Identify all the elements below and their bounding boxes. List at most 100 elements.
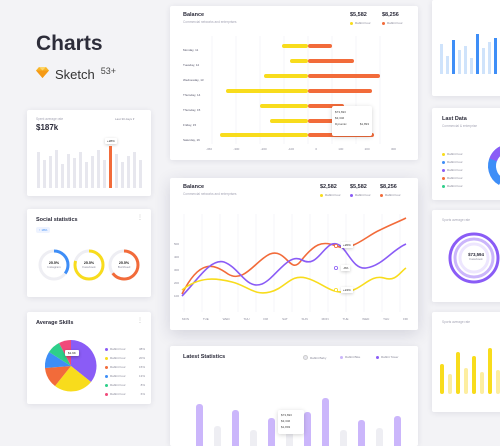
legend-pct: 38% (138, 347, 145, 351)
bar (121, 162, 124, 188)
tooltip-value: $73,693 (335, 110, 346, 114)
bar-left (270, 119, 308, 123)
y-tick: 400 (174, 255, 180, 259)
period-select[interactable]: Last 30 days ▾ (115, 117, 134, 121)
ring-buzzfeed (108, 249, 140, 281)
top-balance-card: Balance Commercial networks and enterpri… (170, 6, 418, 160)
tooltip-value: $3,346 (335, 116, 345, 120)
bar-right (308, 74, 380, 78)
point-marker (333, 288, 338, 293)
legend-label: Rabbit Four (110, 356, 126, 360)
line-chart (181, 214, 407, 312)
legend-row: Rabbit Four 20% (105, 354, 145, 363)
legend-row: Rabbit Four (442, 182, 463, 190)
more-menu-icon[interactable]: ⋮ (137, 215, 143, 221)
bar (452, 40, 455, 74)
legend-dot (350, 21, 353, 25)
ring-label: 25.5% Instagram (40, 261, 68, 269)
bar (55, 150, 58, 188)
tooltip-value: $1,893 (359, 122, 369, 126)
growth-badge: ↑ 18% (36, 227, 51, 233)
legend-label: Rabbit Bike (345, 355, 361, 359)
legend-dot (340, 355, 343, 359)
ring-name: Buzzfeed (117, 265, 131, 269)
x-tick: -360 (206, 147, 213, 151)
x-tick: THU (243, 317, 250, 321)
legend-row: Rabbit Four (442, 166, 463, 174)
legend-label: Rabbit Four (447, 176, 463, 180)
legend-label: Rabbit Four (110, 347, 126, 351)
bar (456, 352, 460, 394)
ring-value: $73,594 (468, 252, 484, 257)
legend-label: Rabbit Four (355, 193, 371, 197)
sketch-label: Sketch (55, 66, 95, 82)
chevron-down-icon: ▾ (132, 117, 135, 121)
x-tick: TUE (342, 317, 349, 321)
last-data-card: Last Data Commercial & enterprise Rabbit… (432, 108, 500, 200)
x-tick: 100 (338, 147, 344, 151)
legend-dot (442, 160, 445, 164)
bar (470, 58, 473, 74)
legend-1: Rabbit Four (350, 21, 371, 25)
legend-row: Rabbit Four 38% (105, 345, 145, 354)
y-tick: 300 (174, 268, 180, 272)
bar (115, 154, 118, 188)
chart-tooltip: $73,693 $3,346 Dynamic $1,893 (332, 106, 372, 136)
x-axis-ticks: MON TUE WED THU FRI SAT SUN MON TUE WED … (182, 317, 408, 321)
y-tick: 500 (174, 242, 180, 246)
point-label: +26% (341, 242, 353, 248)
bar-left (264, 74, 308, 78)
legend-label: Rabbit Four (447, 152, 463, 156)
bar (464, 46, 467, 74)
card-title: Average Skills (36, 320, 74, 326)
line-balance-card: Balance Commercial networks and enterpri… (170, 178, 418, 330)
x-axis-ticks: -360 -300 -200 -100 0 100 200 300 (206, 147, 396, 151)
legend-label: Rabbit Four (387, 21, 403, 25)
x-tick: 300 (390, 147, 396, 151)
bar (214, 426, 221, 446)
legend-dot (380, 193, 383, 197)
bar (440, 364, 444, 394)
tooltip-value: $1,893 (281, 425, 291, 429)
bar-right (308, 59, 354, 63)
bar (488, 348, 492, 394)
more-menu-icon[interactable]: ⋮ (137, 318, 143, 324)
card-subtitle: Sports average rate (442, 320, 470, 324)
legend-dot (105, 393, 108, 396)
card-title: Latest Statistics (183, 354, 226, 360)
spent-card: Spent average rate $187k Last 30 days ▾ … (27, 110, 151, 196)
x-tick: FRI (403, 317, 408, 321)
ring-center: $73,594 Facebook (462, 252, 490, 261)
slice-green (49, 343, 71, 366)
legend-label: Rabbit Four (355, 21, 371, 25)
bar (472, 356, 476, 394)
bar (476, 34, 479, 74)
artboard-count: 53+ (100, 66, 117, 76)
bar (446, 56, 449, 74)
ring-label: Facebook (469, 257, 483, 261)
bar (61, 164, 64, 188)
sports-bar-chart (440, 348, 500, 394)
value-1: $5,582 (350, 12, 367, 18)
y-tick: 200 (174, 281, 180, 285)
skills-card: Average Skills ⋮ $1.9K Rabbit Four 38% Ra… (27, 312, 151, 404)
bar (67, 154, 70, 188)
card-title: Balance (183, 184, 205, 190)
diverging-bar-chart (211, 36, 381, 144)
legend-3: Rabbit Four (380, 193, 401, 197)
day-label: Friday, 15 (183, 123, 197, 127)
legend-dot (320, 193, 323, 197)
card-subtitle: Commercial & enterprise (442, 124, 478, 128)
last-data-donut (488, 144, 500, 188)
bar (232, 410, 239, 446)
bar (322, 398, 329, 446)
chart-tooltip: $73,693 $3,346 $1,893 (278, 410, 304, 434)
legend-1: Rabbit Baby (303, 355, 326, 360)
legend-pct: 15% (138, 365, 145, 369)
latest-stats-card: Latest Statistics Rabbit Baby Rabbit Bik… (170, 346, 418, 446)
bar (103, 160, 106, 188)
x-tick: 0 (315, 147, 317, 151)
bar (43, 160, 46, 188)
legend-label: Rabbit Four (110, 374, 126, 378)
legend-dot (105, 357, 108, 360)
